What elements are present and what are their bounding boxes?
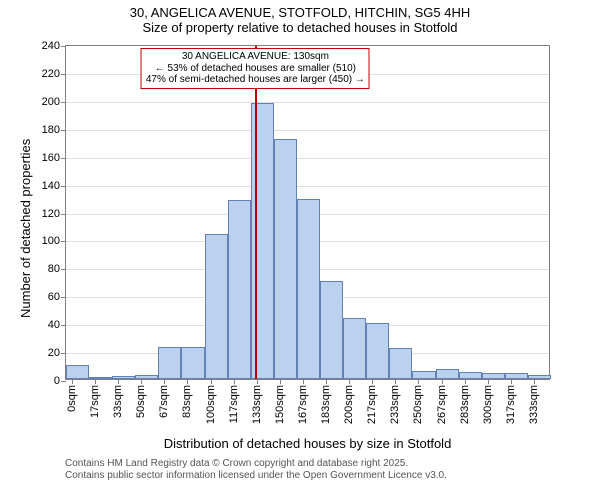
x-tick-label: 117sqm <box>228 379 240 423</box>
histogram-plot: 0204060801001201401601802002202400sqm17s… <box>65 45 550 380</box>
subject-annotation-box: 30 ANGELICA AVENUE: 130sqm← 53% of detac… <box>141 48 370 89</box>
anno-line-1: 30 ANGELICA AVENUE: 130sqm <box>146 51 365 63</box>
histogram-bar <box>343 318 366 379</box>
histogram-bar <box>274 139 297 379</box>
x-tick-label: 50sqm <box>135 379 147 418</box>
anno-line-3: 47% of semi-detached houses are larger (… <box>146 74 365 86</box>
x-tick-label: 17sqm <box>89 379 101 418</box>
y-tick-label: 200 <box>42 96 66 108</box>
histogram-bar <box>297 199 320 379</box>
histogram-bar <box>412 371 435 379</box>
gridline <box>66 102 549 103</box>
x-tick-label: 133sqm <box>251 379 263 424</box>
x-tick-label: 33sqm <box>112 379 124 418</box>
x-tick-label: 300sqm <box>482 379 494 424</box>
x-axis-label: Distribution of detached houses by size … <box>65 436 550 451</box>
x-tick-label: 200sqm <box>343 379 355 424</box>
page-subtitle: Size of property relative to detached ho… <box>0 21 600 36</box>
anno-line-2: ← 53% of detached houses are smaller (51… <box>146 63 365 75</box>
y-tick-label: 20 <box>48 347 66 359</box>
histogram-bar <box>389 348 412 379</box>
histogram-bar <box>251 103 274 379</box>
footer-line-2: Contains public sector information licen… <box>65 470 447 482</box>
x-tick-label: 83sqm <box>181 379 193 418</box>
x-tick-label: 183sqm <box>320 379 332 424</box>
gridline <box>66 158 549 159</box>
x-tick-label: 250sqm <box>412 379 424 424</box>
y-axis-label: Number of detached properties <box>18 138 33 317</box>
x-tick-label: 100sqm <box>205 379 217 424</box>
attribution-footer: Contains HM Land Registry data © Crown c… <box>65 458 447 482</box>
y-tick-label: 240 <box>42 40 66 52</box>
x-tick-label: 67sqm <box>158 379 170 418</box>
x-tick-label: 317sqm <box>505 379 517 424</box>
y-tick-label: 40 <box>48 319 66 331</box>
histogram-bar <box>459 372 482 379</box>
y-tick-label: 80 <box>48 263 66 275</box>
x-tick-label: 0sqm <box>66 379 78 412</box>
y-tick-label: 0 <box>54 375 66 387</box>
subject-property-marker <box>255 46 257 379</box>
histogram-bar <box>181 347 204 379</box>
x-tick-label: 267sqm <box>436 379 448 424</box>
y-tick-label: 100 <box>42 235 66 247</box>
gridline <box>66 186 549 187</box>
histogram-bar <box>66 365 89 379</box>
y-tick-label: 140 <box>42 180 66 192</box>
histogram-bar <box>228 200 251 379</box>
histogram-bar <box>158 347 181 379</box>
x-tick-label: 217sqm <box>366 379 378 424</box>
gridline <box>66 130 549 131</box>
y-tick-label: 160 <box>42 152 66 164</box>
y-tick-label: 220 <box>42 68 66 80</box>
y-tick-label: 180 <box>42 124 66 136</box>
x-tick-label: 233sqm <box>389 379 401 424</box>
histogram-bar <box>320 281 343 379</box>
x-tick-label: 150sqm <box>274 379 286 424</box>
page-title-address: 30, ANGELICA AVENUE, STOTFOLD, HITCHIN, … <box>0 6 600 21</box>
y-tick-label: 120 <box>42 208 66 220</box>
histogram-bar <box>436 369 459 379</box>
y-tick-label: 60 <box>48 291 66 303</box>
x-tick-label: 283sqm <box>459 379 471 424</box>
x-tick-label: 333sqm <box>528 379 540 424</box>
x-tick-label: 167sqm <box>297 379 309 424</box>
histogram-bar <box>366 323 389 379</box>
histogram-bar <box>205 234 228 379</box>
footer-line-1: Contains HM Land Registry data © Crown c… <box>65 458 447 470</box>
